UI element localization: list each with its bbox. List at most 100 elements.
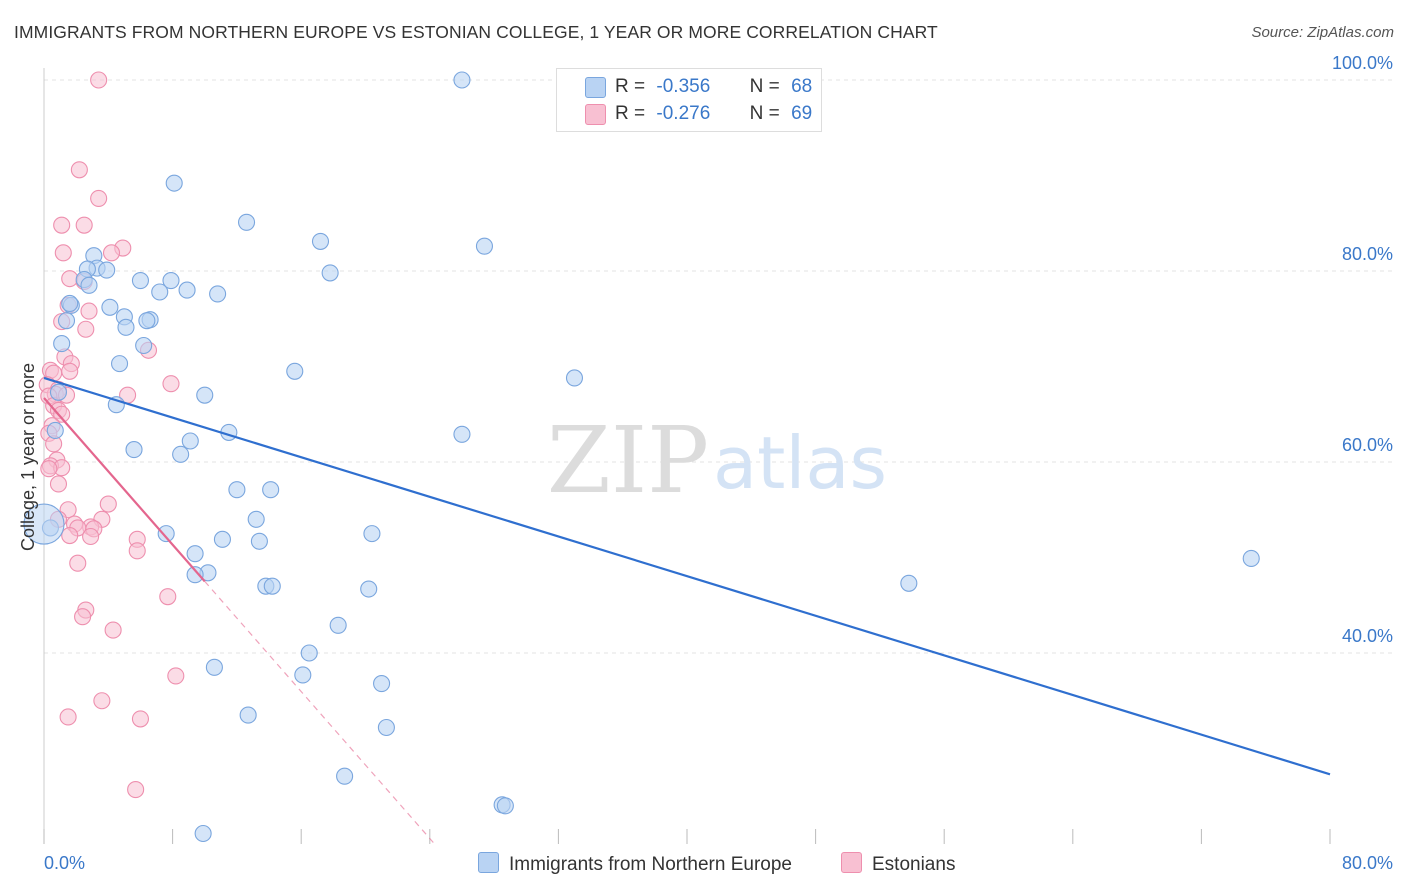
northern-europe-point <box>135 336 153 355</box>
northern-europe-point <box>178 281 196 299</box>
northern-europe-point <box>80 276 98 294</box>
axes: 40.0% 60.0% 80.0% 100.0% 0.0% 80.0% <box>43 53 1393 873</box>
northern-europe-point <box>311 232 330 250</box>
northern-europe-point <box>262 481 280 499</box>
northern-europe-point <box>101 298 119 316</box>
estonians-point <box>77 320 95 338</box>
northern-europe-point <box>61 294 79 313</box>
northern-europe-point <box>196 386 214 404</box>
northern-europe-point <box>49 383 68 401</box>
northern-europe-point <box>565 369 584 387</box>
estonians-point <box>93 692 111 710</box>
northern-europe-point <box>186 545 204 563</box>
northern-europe-point <box>228 481 246 499</box>
northern-europe-point <box>321 264 339 282</box>
stats-legend: R = -0.356 N = 68 R = -0.276 N = 69 <box>556 68 822 132</box>
chart-title: IMMIGRANTS FROM NORTHERN EUROPE VS ESTON… <box>14 22 938 42</box>
estonians-point <box>69 554 87 572</box>
estonians-point <box>70 161 88 179</box>
northern-europe-point <box>205 658 223 676</box>
legend-n-label: N = <box>749 103 780 124</box>
northern-europe-points <box>23 71 1260 843</box>
estonians-point <box>53 216 71 234</box>
estonians-point <box>127 781 145 799</box>
estonians-point <box>90 71 108 89</box>
estonians-point <box>40 460 58 478</box>
northern-europe-point <box>181 432 199 450</box>
northern-europe-point <box>162 271 180 290</box>
estonians-point <box>61 526 79 545</box>
x-tick-label-max: 80.0% <box>1342 853 1393 873</box>
northern-europe-point <box>98 261 116 279</box>
northern-europe-point <box>194 824 212 843</box>
legend-r-value-series1: -0.356 <box>656 76 711 97</box>
bottom-legend-series2: Estonians <box>841 852 955 876</box>
northern-europe-point <box>53 335 71 353</box>
northern-europe-point <box>46 421 64 440</box>
estonians-point <box>74 608 92 626</box>
estonians-point <box>82 527 100 546</box>
watermark-atlas: atlas <box>713 421 887 505</box>
legend-n-label: N = <box>749 76 780 97</box>
estonians-trend-line <box>43 397 206 583</box>
trend-lines <box>43 376 1331 845</box>
northern-europe-point <box>373 675 391 693</box>
watermark-zip: ZIP <box>547 407 709 514</box>
watermark: ZIP atlas <box>547 407 887 514</box>
y-tick-label: 100.0% <box>1332 53 1393 73</box>
northern-europe-point <box>263 577 281 595</box>
northern-europe-point <box>165 174 183 192</box>
northern-europe-point <box>172 445 190 463</box>
northern-europe-point <box>209 285 227 303</box>
northern-europe-trend-line <box>43 376 1331 776</box>
estonians-trend-extension <box>204 580 436 845</box>
northern-europe-point <box>1242 549 1260 568</box>
estonians-point <box>159 588 177 606</box>
estonians-point <box>49 475 68 493</box>
estonians-point <box>54 244 72 262</box>
northern-europe-point <box>300 644 318 662</box>
estonians-point <box>102 244 121 262</box>
northern-europe-point <box>125 441 143 459</box>
legend-r-value-series2: -0.276 <box>656 103 711 124</box>
legend-r-label: R = <box>615 76 646 97</box>
legend-swatch-series2 <box>585 104 606 125</box>
y-tick-label: 80.0% <box>1342 244 1393 264</box>
northern-europe-point <box>363 525 381 543</box>
northern-europe-point <box>131 271 149 290</box>
northern-europe-point <box>377 718 395 737</box>
estonians-point <box>80 302 98 320</box>
northern-europe-point <box>496 797 514 815</box>
northern-europe-point <box>250 532 268 550</box>
northern-europe-cluster-point <box>23 503 65 545</box>
northern-europe-point <box>453 71 471 89</box>
northern-europe-point <box>57 312 76 330</box>
legend-n-value-series2: 69 <box>791 103 813 124</box>
northern-europe-point <box>360 580 378 598</box>
estonians-point <box>59 708 77 726</box>
northern-europe-point <box>294 666 312 684</box>
northern-europe-point <box>151 283 169 301</box>
estonians-point <box>53 405 71 423</box>
estonians-point <box>128 542 146 560</box>
estonians-point <box>61 362 79 380</box>
bottom-legend-label-series1: Immigrants from Northern Europe <box>509 854 792 875</box>
northern-europe-point <box>117 318 135 336</box>
northern-europe-point <box>247 510 265 528</box>
estonians-point <box>99 495 117 513</box>
estonians-point <box>162 375 180 393</box>
estonians-point <box>167 667 185 685</box>
estonians-point <box>90 189 108 207</box>
northern-europe-point <box>138 312 156 330</box>
gridlines <box>44 79 1392 654</box>
northern-europe-point <box>157 525 175 543</box>
bottom-legend-swatch-series2 <box>841 852 862 873</box>
northern-europe-point <box>286 362 304 380</box>
estonians-point <box>131 710 149 728</box>
northern-europe-point <box>213 530 231 548</box>
northern-europe-point <box>111 355 129 373</box>
y-tick-label: 60.0% <box>1342 435 1393 455</box>
northern-europe-point <box>239 706 257 724</box>
northern-europe-point <box>475 237 494 255</box>
